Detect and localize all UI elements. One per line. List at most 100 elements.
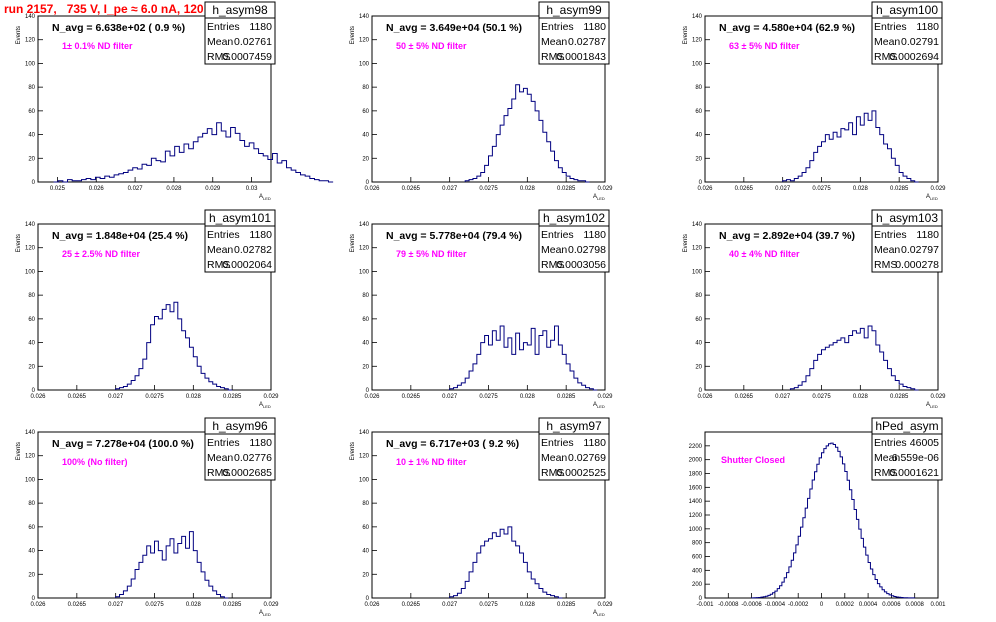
histogram-bin <box>504 116 508 182</box>
histogram-bin <box>802 382 806 390</box>
x-tick-label: 0.026 <box>697 394 713 400</box>
histogram-bin <box>508 338 512 390</box>
stats-value: 0.0002064 <box>222 259 272 271</box>
histogram-bin <box>819 458 821 598</box>
x-axis-title: ALED <box>259 194 271 201</box>
histogram-bin <box>911 181 915 182</box>
histogram-bin <box>531 579 535 598</box>
histogram-bin <box>894 596 896 598</box>
x-tick-label: 0.029 <box>930 186 946 192</box>
histogram-bin <box>189 149 194 182</box>
x-axis-title: ALED <box>926 402 938 409</box>
n-avg-label: N_avg = 6.717e+03 ( 9.2 %) <box>386 438 519 450</box>
y-tick-label: 1000 <box>689 527 703 533</box>
stats-key: RMS <box>874 259 897 271</box>
stats-key: RMS <box>874 467 897 479</box>
stats-box <box>204 433 276 481</box>
histogram-bin <box>116 389 120 390</box>
histogram-bin <box>135 570 139 598</box>
stats-value: 0.02761 <box>234 36 272 48</box>
histogram-line <box>782 110 919 183</box>
x-axis-title: ALED <box>259 402 271 409</box>
x-tick-label: 0.028 <box>186 394 202 400</box>
y-tick-label: 0 <box>32 180 36 186</box>
x-tick-label: 0.028 <box>520 186 536 192</box>
y-tick-label: 2000 <box>689 458 703 464</box>
histogram-name: h_asym99 <box>546 3 602 17</box>
y-tick-label: 60 <box>695 317 702 323</box>
x-tick-label: -0.0002 <box>788 602 809 608</box>
histogram-bin <box>535 584 539 598</box>
histogram-bin <box>161 162 166 182</box>
histogram-bin <box>520 350 524 390</box>
y-tick-label: 120 <box>692 38 703 44</box>
x-tick-label: 0.0265 <box>402 186 421 192</box>
histogram-bin <box>197 562 201 598</box>
histogram-bin <box>907 178 911 182</box>
stats-value: 0.0002694 <box>889 51 939 63</box>
histogram-bin <box>814 360 818 390</box>
histogram-bin <box>165 151 170 182</box>
histogram-bin <box>454 596 458 598</box>
stats-value: 1180 <box>583 21 606 33</box>
y-tick-label: 0 <box>32 388 36 394</box>
histogram-line <box>464 84 590 183</box>
histogram-bin <box>147 165 152 182</box>
histogram-bin <box>156 161 161 182</box>
stats-key: Mean <box>541 452 567 464</box>
histogram-bin <box>263 156 268 182</box>
histogram-bin <box>182 536 186 598</box>
histogram-bin <box>860 125 864 182</box>
x-tick-label: 0.0265 <box>735 394 754 400</box>
y-tick-label: 100 <box>359 269 370 275</box>
x-tick-label: 0.0002 <box>836 602 855 608</box>
histogram-bin <box>547 142 551 182</box>
stats-box <box>538 433 610 481</box>
histogram-bin <box>870 569 872 598</box>
y-tick-label: 140 <box>359 14 370 20</box>
stats-key: RMS <box>207 259 230 271</box>
histogram-line <box>115 301 233 391</box>
x-tick-label: 0.028 <box>166 186 182 192</box>
stats-key: Mean <box>207 244 233 256</box>
histogram-bin <box>802 173 806 182</box>
x-tick-label: 0.026 <box>30 394 46 400</box>
histogram-bin <box>845 472 847 598</box>
y-tick-label: 100 <box>359 61 370 67</box>
histogram-bin <box>852 500 854 598</box>
histogram-bin <box>131 381 135 390</box>
histogram-bin <box>523 88 527 182</box>
histogram-bin <box>810 161 814 182</box>
histogram-bin <box>791 560 793 598</box>
x-tick-label: 0.0265 <box>68 602 87 608</box>
histogram-bin <box>789 567 791 598</box>
histogram-bin <box>217 594 221 598</box>
x-tick-label: 0.029 <box>597 394 613 400</box>
x-tick-label: 0.0265 <box>402 602 421 608</box>
histogram-bin <box>457 593 461 598</box>
y-tick-label: 20 <box>695 156 702 162</box>
histogram-bin <box>582 385 586 390</box>
histogram-bin <box>268 159 273 182</box>
x-tick-label: 0.0265 <box>68 394 87 400</box>
histogram-name: h_asym100 <box>876 3 938 17</box>
histogram-bin <box>508 108 512 182</box>
histogram-bin <box>512 541 516 598</box>
y-tick-label: 20 <box>28 364 35 370</box>
histogram-bin <box>801 527 803 598</box>
histogram-bin <box>798 176 802 182</box>
x-axis-title-main: A <box>259 610 263 616</box>
histogram-bin <box>68 180 73 182</box>
histogram-line <box>751 442 916 599</box>
histogram-bin <box>520 92 524 182</box>
histogram-bin <box>777 589 779 598</box>
histogram-name: h_asym102 <box>543 211 605 225</box>
x-axis-title-sub: LED <box>597 404 605 409</box>
y-tick-label: 80 <box>28 293 35 299</box>
histogram-bin <box>496 135 500 182</box>
y-axis-title: Events <box>350 442 356 460</box>
y-tick-label: 20 <box>362 156 369 162</box>
x-axis-title-sub: LED <box>930 404 938 409</box>
histogram-bin <box>837 340 841 390</box>
histogram-bin <box>473 562 477 598</box>
